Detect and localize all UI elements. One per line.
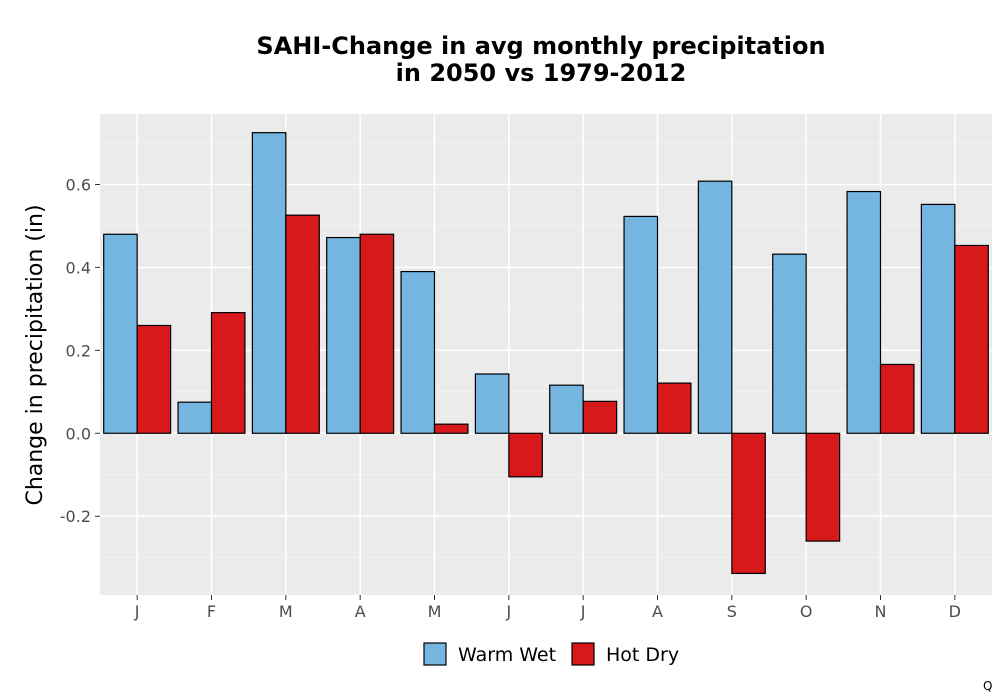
chart-title-line-2: in 2050 vs 1979-2012 [396, 59, 687, 87]
bar-warm-wet [920, 203, 956, 434]
legend-label-warm-wet: Warm Wet [458, 644, 556, 666]
bar-hot-dry [879, 363, 915, 434]
bar-warm-wet [772, 253, 807, 434]
y-tick-label: -0.2 [60, 507, 91, 526]
bar-warm-wet [846, 190, 882, 434]
legend-key-hot-dry [571, 642, 595, 666]
bar-hot-dry [359, 233, 395, 434]
x-tick-label: A [652, 602, 663, 621]
x-tick-label: O [800, 602, 813, 621]
bar-hot-dry [656, 382, 692, 434]
bar-hot-dry [954, 244, 989, 434]
bar-warm-wet [400, 270, 436, 434]
bar-warm-wet [177, 401, 213, 434]
x-tick-label: M [428, 602, 442, 621]
bar-hot-dry [210, 312, 246, 434]
grid-minor [100, 142, 992, 559]
bar-hot-dry [285, 214, 320, 434]
bar-hot-dry [805, 432, 841, 542]
corner-mark: Q [983, 679, 992, 693]
bar-hot-dry [136, 324, 172, 434]
x-tick-label: J [505, 602, 511, 621]
x-tick-label: J [134, 602, 140, 621]
legend: Warm Wet Hot Dry [423, 642, 679, 666]
bar-hot-dry [582, 400, 618, 434]
bar-warm-wet [623, 215, 659, 434]
x-tick-label: A [355, 602, 366, 621]
x-tick-label: F [207, 602, 216, 621]
y-tick-label: 0.6 [66, 175, 91, 194]
bar-warm-wet [103, 233, 138, 434]
plot-panel [100, 114, 992, 595]
x-tick-label: M [279, 602, 293, 621]
bar-hot-dry [731, 432, 766, 575]
x-tick-label: J [580, 602, 586, 621]
bar-warm-wet [326, 236, 361, 434]
x-tick-label: D [949, 602, 961, 621]
legend-key-warm-wet [423, 642, 447, 666]
y-tick-label: 0.0 [66, 424, 91, 443]
y-axis-title: Change in precipitation (in) [23, 204, 48, 505]
y-axis: -0.2 0.0 0.2 0.4 0.6 [60, 175, 100, 526]
bar-warm-wet [697, 180, 733, 434]
bar-warm-wet [251, 132, 287, 434]
y-tick-label: 0.2 [66, 341, 91, 360]
y-tick-label: 0.4 [66, 258, 91, 277]
legend-label-hot-dry: Hot Dry [606, 644, 679, 666]
chart-title-line-1: SAHI-Change in avg monthly precipitation [256, 32, 825, 60]
x-tick-label: S [727, 602, 737, 621]
bars [103, 132, 989, 575]
bar-hot-dry [508, 432, 543, 478]
x-tick-label: N [875, 602, 887, 621]
bar-warm-wet [474, 373, 510, 434]
bar-hot-dry [433, 423, 469, 434]
bar-warm-wet [549, 384, 584, 434]
